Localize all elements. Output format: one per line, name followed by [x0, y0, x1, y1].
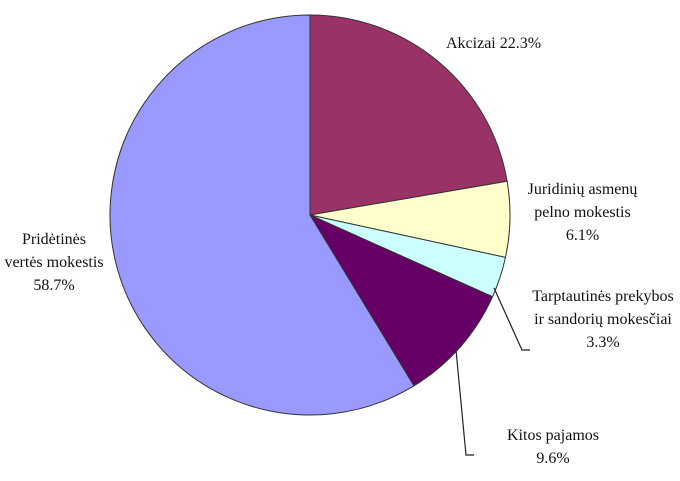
slice-label: Tarptautinės prekybos ir sandorių mokesč…	[528, 285, 678, 355]
leader-line	[493, 287, 530, 351]
category: Juridinių asmenų pelno mokestis	[527, 181, 638, 222]
leader-line	[455, 349, 474, 456]
category: Akcizai	[446, 35, 496, 52]
category: Tarptautinės prekybos ir sandorių mokesč…	[532, 288, 674, 329]
category: Kitos pajamos	[507, 427, 599, 444]
slice-label: Juridinių asmenų pelno mokestis 6.1%	[520, 178, 645, 248]
pie-slice	[308, 213, 494, 387]
pie-slice	[109, 14, 415, 416]
category: Pridėtinės vertės mokestis	[4, 231, 104, 272]
slices	[109, 14, 511, 416]
slice-label: Pridėtinės vertės mokestis 58.7%	[4, 228, 104, 298]
value-label: 3.3%	[586, 334, 620, 352]
value-label: 58.7%	[33, 277, 75, 295]
value-label: 9.6%	[536, 450, 570, 468]
pie-slice	[309, 14, 508, 216]
value-label: 6.1%	[565, 227, 600, 245]
slice-label: Kitos pajamos 9.6%	[478, 424, 628, 470]
slice-label: Akcizai 22.3%	[446, 32, 541, 55]
value-label: 22.3%	[499, 35, 542, 52]
